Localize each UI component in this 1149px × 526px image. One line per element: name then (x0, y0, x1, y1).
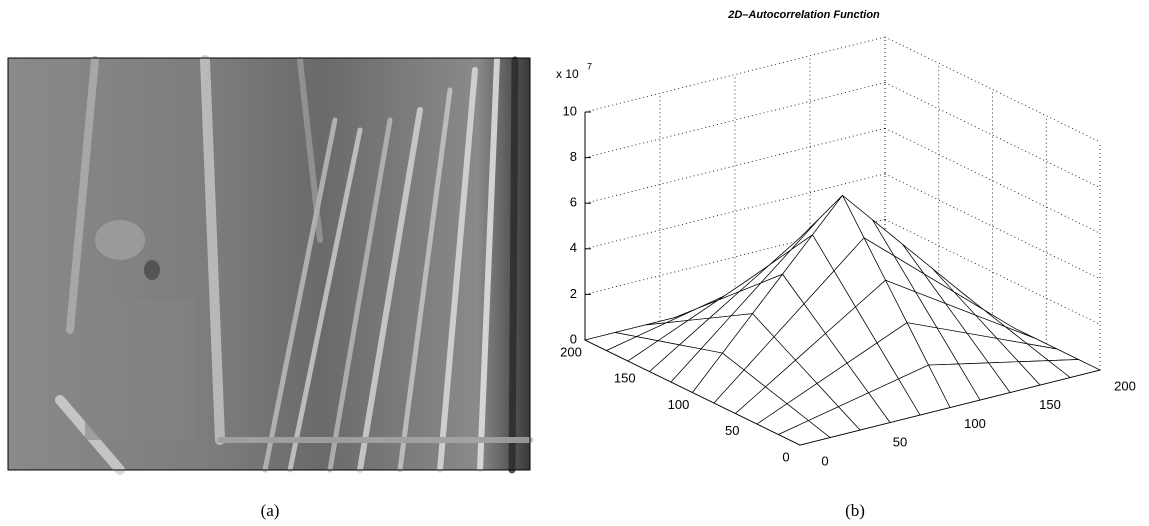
offset-exponent: 7 (587, 61, 592, 71)
y-tick-label: 200 (560, 344, 582, 359)
x-tick-label: 50 (893, 435, 907, 450)
panel-label: (b) (845, 501, 865, 520)
surface-facet (777, 420, 831, 446)
photo (7, 55, 533, 475)
y-tick-label: 0 (782, 449, 789, 464)
x-tick-label: 0 (821, 453, 828, 468)
y-tick-label: 50 (725, 423, 739, 438)
z-tick-label: 0 (570, 331, 577, 346)
z-tick-label: 10 (563, 103, 577, 118)
y-tick-label: 150 (614, 371, 636, 386)
z-tick-label: 6 (570, 195, 577, 210)
y-tick-label: 100 (668, 397, 690, 412)
x-tick-label: 100 (964, 416, 986, 431)
grid-line (584, 36, 886, 113)
x-tick-label: 200 (1114, 378, 1136, 393)
z-tick-label: 8 (570, 149, 577, 164)
z-tick-label: 4 (570, 240, 577, 255)
z-tick-label: 2 (570, 286, 577, 301)
x-tick-label: 150 (1039, 397, 1061, 412)
panel-label: (a) (261, 501, 280, 520)
grid-line (884, 82, 1101, 188)
offset-text: x 10 (556, 67, 579, 81)
grid-line (884, 36, 1101, 143)
chart-title: 2D–Autocorrelation Function (727, 9, 880, 21)
